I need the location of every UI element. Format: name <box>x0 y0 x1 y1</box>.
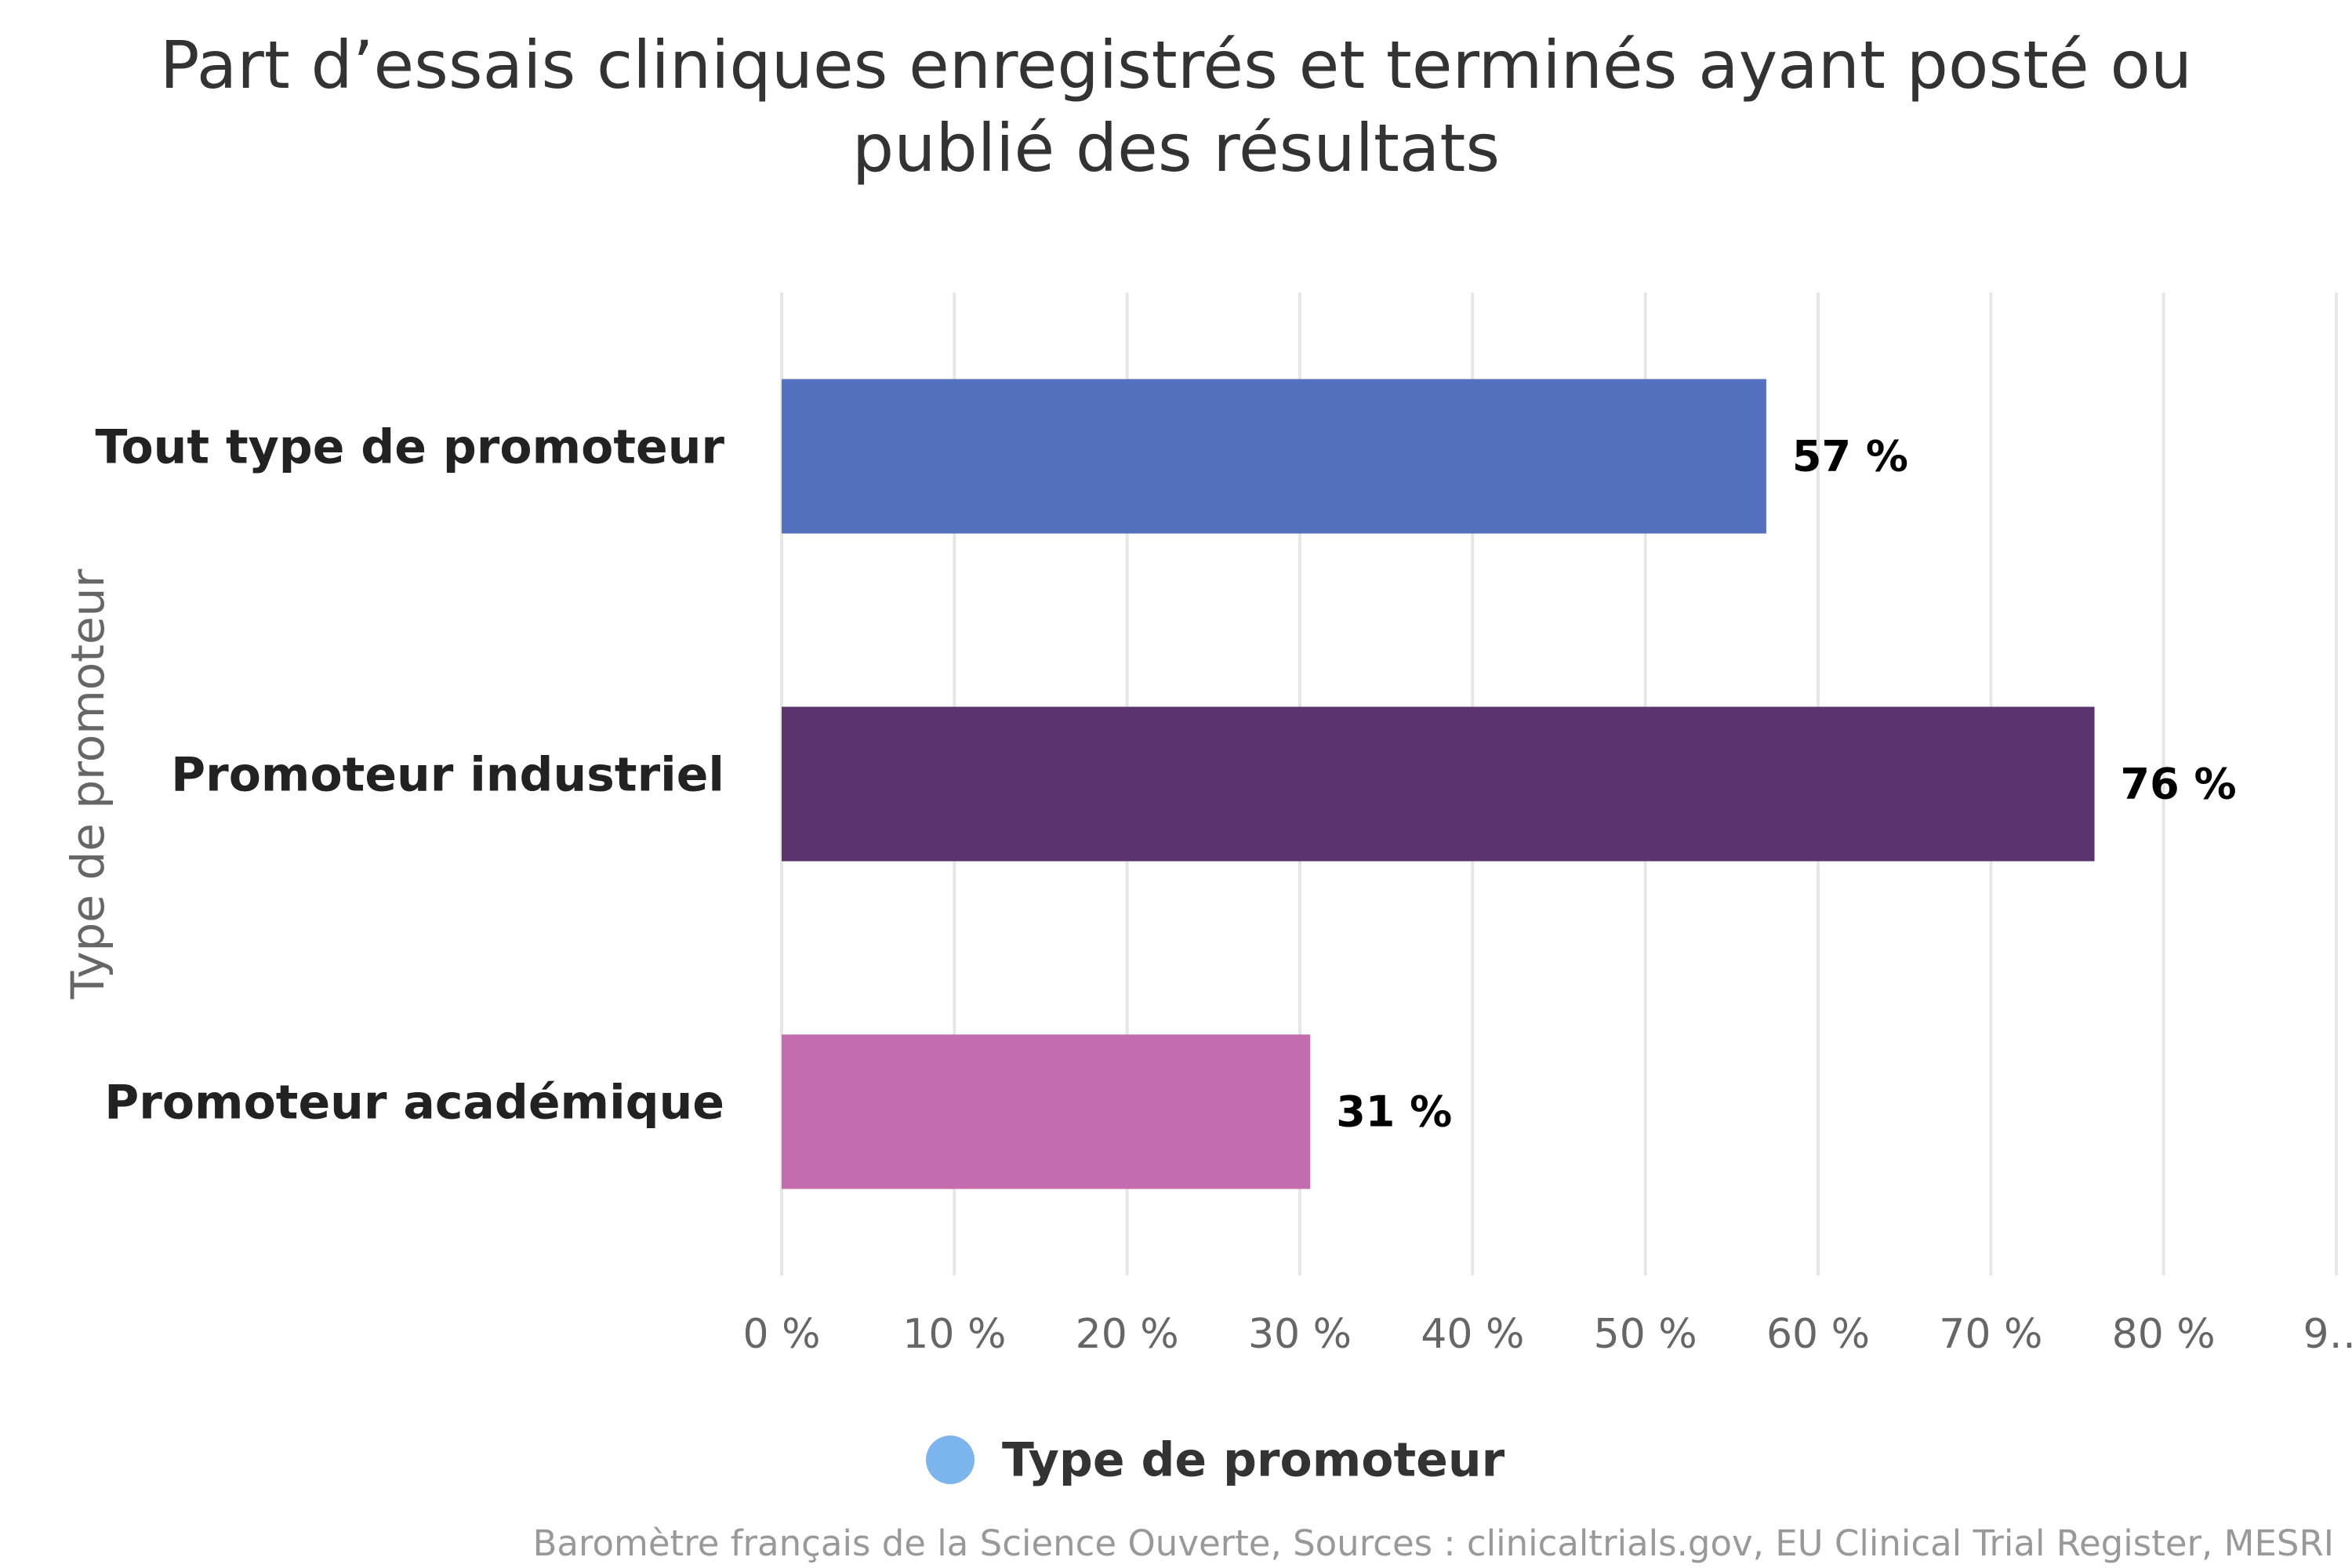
value-label: 76 % <box>2121 760 2237 809</box>
x-tick-label: 9… <box>2303 1311 2352 1358</box>
x-tick-label: 0 % <box>742 1311 820 1358</box>
x-tick-label: 30 % <box>1248 1311 1352 1358</box>
bar <box>782 379 1766 534</box>
x-tick-label: 80 % <box>2112 1311 2216 1358</box>
value-label: 31 % <box>1336 1087 1452 1137</box>
category-label: Promoteur académique <box>104 1076 724 1131</box>
bar <box>782 1034 1311 1189</box>
chart-title: Part d’essais cliniques enregistrés et t… <box>159 27 2193 187</box>
category-label: Promoteur industriel <box>171 748 724 803</box>
x-tick-label: 10 % <box>902 1311 1006 1358</box>
x-tick-label: 70 % <box>1939 1311 2042 1358</box>
x-tick-label: 50 % <box>1594 1311 1697 1358</box>
legend-label: Type de promoteur <box>1002 1433 1505 1488</box>
x-tick-label: 40 % <box>1421 1311 1524 1358</box>
bar <box>782 706 2095 862</box>
y-axis-title: Type de promoteur <box>61 569 114 1000</box>
legend-marker <box>926 1436 975 1484</box>
x-tick-label: 60 % <box>1766 1311 1870 1358</box>
credits: Baromètre français de la Science Ouverte… <box>533 1523 2334 1564</box>
value-label: 57 % <box>1792 432 1908 481</box>
category-label: Tout type de promoteur <box>96 420 725 475</box>
x-tick-label: 20 % <box>1076 1311 1179 1358</box>
